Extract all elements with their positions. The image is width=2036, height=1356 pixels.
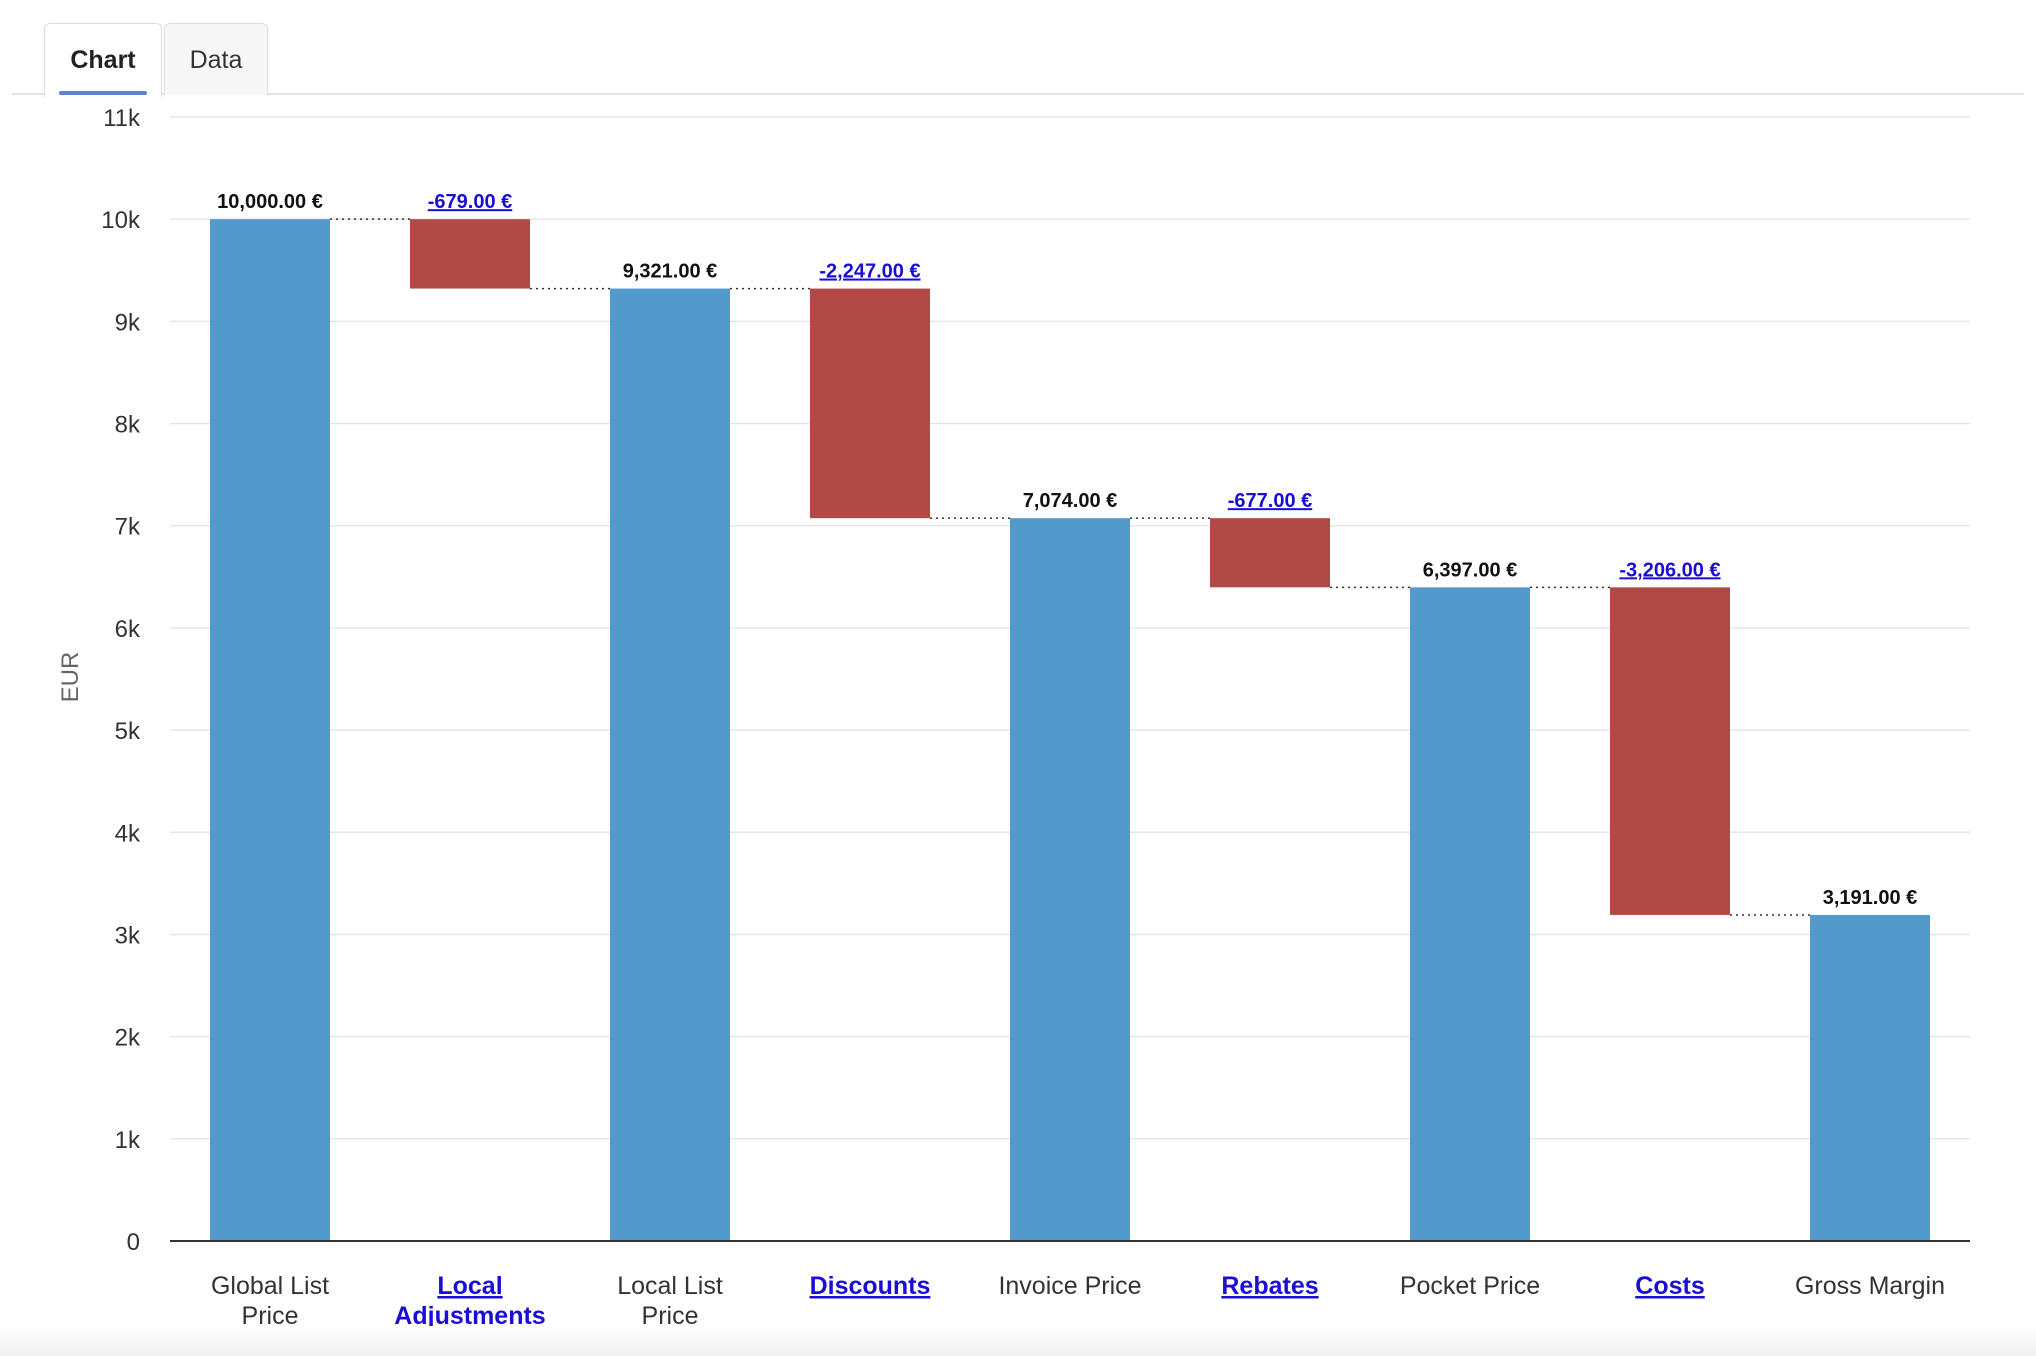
bar-local-adjustments bbox=[410, 219, 530, 289]
data-label[interactable]: -2,247.00 € bbox=[819, 261, 920, 283]
y-tick-label: 4k bbox=[115, 820, 141, 847]
x-category-label: Gross Margin bbox=[1795, 1272, 1945, 1300]
data-label[interactable]: -677.00 € bbox=[1228, 490, 1313, 512]
y-tick-label: 5k bbox=[115, 718, 141, 745]
data-label[interactable]: -3,206.00 € bbox=[1619, 559, 1720, 581]
data-label: 10,000.00 € bbox=[217, 191, 323, 213]
x-category-label[interactable]: Local Adjustments bbox=[394, 1272, 545, 1330]
x-axis-category-labels: Global List Price Local Adjustments Local Li… bbox=[211, 1272, 1945, 1330]
bottom-scroll-area bbox=[0, 1326, 2036, 1356]
y-tick-label: 7k bbox=[115, 514, 141, 541]
tab-bar: Chart Data bbox=[12, 0, 2024, 97]
data-label[interactable]: -679.00 € bbox=[428, 191, 513, 213]
tab-chart[interactable]: Chart bbox=[44, 23, 162, 97]
y-tick-label: 2k bbox=[115, 1025, 141, 1052]
x-category-label[interactable]: Discounts bbox=[810, 1272, 931, 1300]
tab-data-label: Data bbox=[189, 46, 243, 74]
bar-costs bbox=[1610, 587, 1730, 915]
x-category-label[interactable]: Rebates bbox=[1221, 1272, 1318, 1300]
y-tick-label: 11k bbox=[103, 105, 141, 132]
x-category-label: Pocket Price bbox=[1400, 1272, 1540, 1300]
bar-rebates bbox=[1210, 518, 1330, 588]
bar-discounts bbox=[810, 288, 930, 519]
y-tick-label: 10k bbox=[101, 207, 141, 234]
y-tick-label: 1k bbox=[115, 1127, 141, 1154]
bar-local-list-price bbox=[610, 288, 730, 1242]
x-category-label: Invoice Price bbox=[998, 1272, 1141, 1300]
connector-lines bbox=[330, 218, 1810, 916]
data-label: 3,191.00 € bbox=[1823, 887, 1918, 909]
tab-data[interactable]: Data bbox=[164, 23, 268, 95]
y-tick-label: 8k bbox=[115, 412, 141, 439]
bars bbox=[210, 219, 1930, 1242]
data-label: 7,074.00 € bbox=[1023, 490, 1118, 512]
data-labels: 10,000.00 € -679.00 € 9,321.00 € -2,247.00 … bbox=[217, 191, 1917, 909]
x-category-label[interactable]: Costs bbox=[1635, 1272, 1704, 1300]
bar-pocket-price bbox=[1410, 587, 1530, 1241]
bar-global-list-price bbox=[210, 219, 330, 1241]
active-tab-indicator bbox=[59, 91, 147, 95]
tab-chart-label: Chart bbox=[70, 46, 136, 74]
y-tick-label: 9k bbox=[115, 309, 141, 336]
data-label: 6,397.00 € bbox=[1423, 559, 1518, 581]
y-tick-label: 6k bbox=[115, 616, 141, 643]
y-axis-ticks: 0 1k 2k 3k 4k 5k 6k 7k 8k 9k 10k 11k bbox=[101, 105, 141, 1256]
bar-gross-margin bbox=[1810, 914, 1930, 1241]
x-category-label: Local List Price bbox=[617, 1272, 723, 1330]
bar-invoice-price bbox=[1010, 518, 1130, 1241]
y-tick-label: 0 bbox=[127, 1229, 140, 1256]
data-label: 9,321.00 € bbox=[623, 261, 718, 283]
y-tick-label: 3k bbox=[115, 922, 141, 949]
y-axis-title: EUR bbox=[57, 652, 84, 703]
x-category-label: Global List Price bbox=[211, 1272, 329, 1330]
